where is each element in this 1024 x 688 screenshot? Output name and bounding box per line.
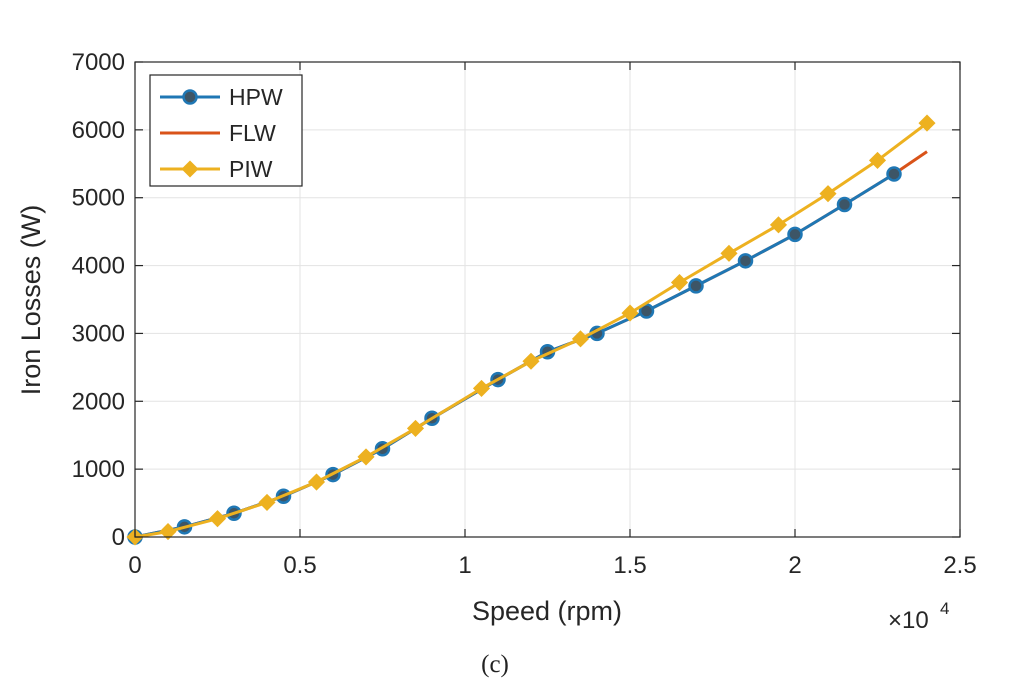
y-tick-label-1: 1000 (72, 456, 125, 483)
point-piw-1 (159, 523, 177, 541)
point-hpw-15 (886, 166, 902, 182)
point-piw-8 (522, 352, 540, 370)
x-exponent-base: ×10 (888, 607, 929, 634)
point-piw-9 (571, 330, 590, 348)
x-tick-label-4: 2 (788, 552, 801, 579)
legend-entry-hpw: HPW (160, 84, 283, 110)
y-tick-label-0: 0 (112, 524, 125, 551)
axes (134, 61, 961, 538)
point-piw-16 (918, 114, 936, 132)
x-exponent-power: 4 (940, 599, 949, 618)
point-piw-6 (406, 419, 425, 437)
y-tick-label-7: 7000 (72, 49, 125, 76)
legend-entry-piw: PIW (160, 156, 273, 182)
point-piw-11 (670, 273, 689, 292)
axes-box (134, 61, 961, 538)
point-piw-5 (357, 448, 375, 466)
legend-label-piw: PIW (229, 156, 273, 182)
y-tick-label-2: 2000 (72, 388, 125, 415)
series-layer (126, 114, 936, 546)
point-piw-14 (819, 185, 837, 203)
point-piw-12 (720, 244, 738, 262)
legend-label-flw: FLW (229, 120, 276, 146)
figure-caption: (c) (481, 651, 509, 678)
point-piw-2 (208, 510, 227, 528)
point-hpw-11 (688, 278, 704, 294)
x-tick-label-2: 1 (458, 552, 471, 579)
y-tick-label-5: 5000 (72, 185, 125, 212)
legend-label-hpw: HPW (229, 84, 283, 110)
y-axis-label: Iron Losses (W) (16, 205, 46, 396)
x-axis-label: Speed (rpm) (472, 596, 622, 626)
point-hpw-14 (836, 196, 853, 213)
point-piw-4 (307, 473, 326, 491)
legend-marker-piw (181, 160, 199, 178)
point-hpw-12 (737, 253, 754, 269)
point-piw-7 (472, 379, 491, 397)
x-tick-label-0: 0 (128, 552, 141, 579)
legend-entry-flw: FLW (160, 120, 276, 146)
point-piw-13 (769, 216, 788, 234)
x-tick-label-3: 1.5 (613, 552, 646, 579)
x-tick-label-1: 0.5 (283, 552, 316, 579)
legend-marker-hpw (182, 89, 198, 105)
x-exponent: ×10 4 (888, 599, 949, 634)
point-piw-15 (868, 151, 887, 169)
ticks: 0 0.5 1 1.5 2 2.5 0 1000 2000 3000 4000 5000 6000 700… (72, 49, 977, 579)
y-tick-label-4: 4000 (72, 253, 125, 280)
y-tick-label-3: 3000 (72, 320, 125, 347)
legend: HPW FLW PIW (149, 74, 303, 187)
point-hpw-13 (787, 226, 803, 243)
series-piw (126, 114, 936, 546)
y-tick-label-6: 6000 (72, 117, 125, 144)
point-piw-10 (621, 304, 639, 322)
x-tick-label-5: 2.5 (943, 552, 976, 579)
point-piw-3 (258, 493, 276, 511)
